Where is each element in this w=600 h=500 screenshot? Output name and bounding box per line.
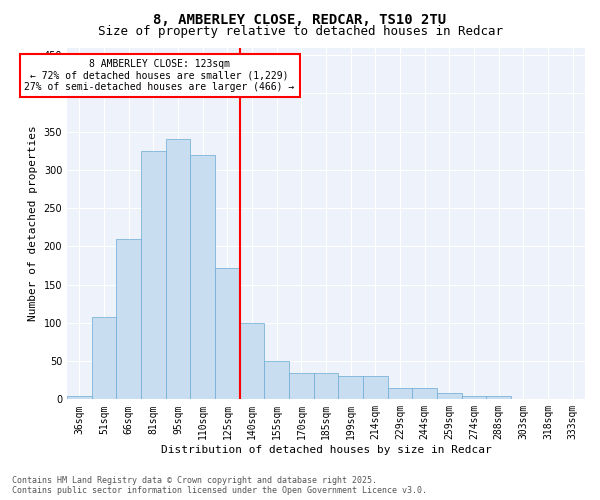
- Y-axis label: Number of detached properties: Number of detached properties: [28, 126, 38, 322]
- Bar: [388, 388, 412, 400]
- Bar: [265, 361, 289, 400]
- Text: 8, AMBERLEY CLOSE, REDCAR, TS10 2TU: 8, AMBERLEY CLOSE, REDCAR, TS10 2TU: [154, 12, 446, 26]
- Bar: [116, 238, 141, 400]
- Bar: [141, 151, 166, 400]
- Bar: [166, 140, 190, 400]
- Text: Contains HM Land Registry data © Crown copyright and database right 2025.
Contai: Contains HM Land Registry data © Crown c…: [12, 476, 427, 495]
- Bar: [461, 396, 487, 400]
- Bar: [67, 396, 92, 400]
- Bar: [487, 396, 511, 400]
- Text: Size of property relative to detached houses in Redcar: Size of property relative to detached ho…: [97, 25, 503, 38]
- Bar: [511, 398, 536, 400]
- Text: 8 AMBERLEY CLOSE: 123sqm
← 72% of detached houses are smaller (1,229)
27% of sem: 8 AMBERLEY CLOSE: 123sqm ← 72% of detach…: [25, 59, 295, 92]
- Bar: [314, 372, 338, 400]
- Bar: [437, 393, 461, 400]
- X-axis label: Distribution of detached houses by size in Redcar: Distribution of detached houses by size …: [161, 445, 491, 455]
- Bar: [289, 372, 314, 400]
- Bar: [412, 388, 437, 400]
- Bar: [536, 398, 560, 400]
- Bar: [190, 154, 215, 400]
- Bar: [560, 398, 585, 400]
- Bar: [240, 323, 265, 400]
- Bar: [363, 376, 388, 400]
- Bar: [92, 318, 116, 400]
- Bar: [338, 376, 363, 400]
- Bar: [215, 268, 240, 400]
